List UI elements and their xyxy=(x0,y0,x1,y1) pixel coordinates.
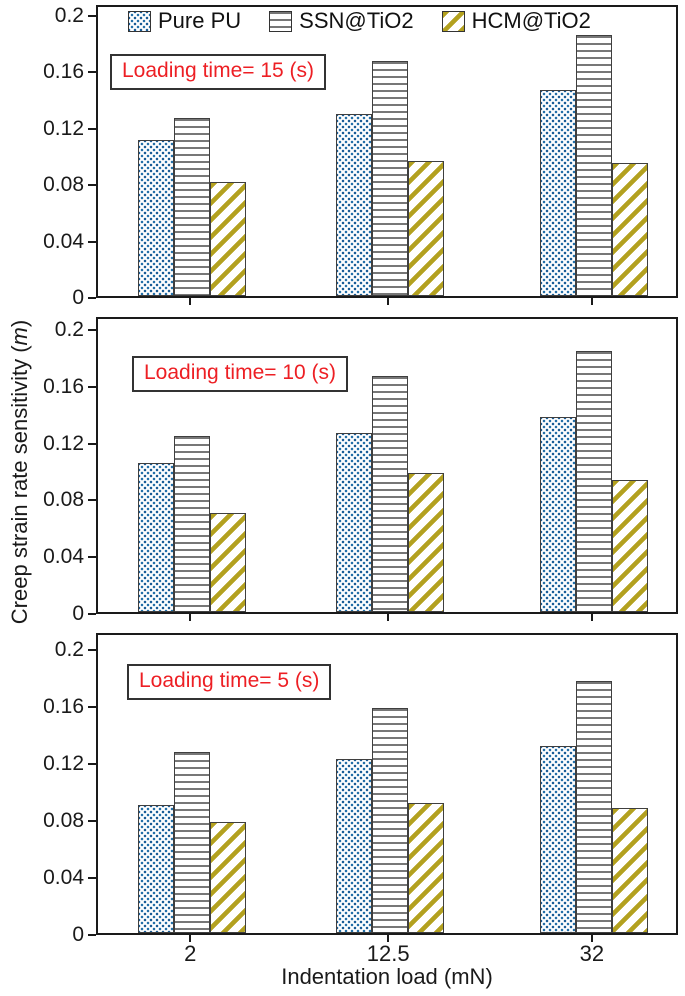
bar-pure-pu xyxy=(539,90,576,296)
bar-pure-pu xyxy=(539,417,576,612)
legend-label-ssn-tio2: SSN@TiO2 xyxy=(299,8,414,33)
y-tick xyxy=(88,820,96,822)
bar-hcm-tio2 xyxy=(408,803,445,933)
y-tick-label: 0.16 xyxy=(43,60,84,84)
bar-ssn-tio2 xyxy=(174,118,211,296)
x-tick xyxy=(189,298,192,305)
y-tick-label: 0.04 xyxy=(43,229,84,253)
bar-hcm-tio2 xyxy=(611,479,648,612)
panel-loading-time-15s xyxy=(96,5,678,298)
bar-ssn-tio2 xyxy=(575,350,612,612)
y-tick-label: 0.04 xyxy=(43,866,84,889)
bar-hcm-tio2 xyxy=(210,512,247,612)
annotation-loading-time-15s: Loading time= 15 (s) xyxy=(110,54,327,90)
y-tick xyxy=(88,763,96,765)
legend-label-hcm-tio2: HCM@TiO2 xyxy=(471,8,591,33)
bar-hcm-tio2 xyxy=(408,472,445,612)
x-axis-label: Indentation load (mN) xyxy=(281,964,493,989)
bar-hcm-tio2 xyxy=(611,163,648,296)
bar-pure-pu xyxy=(138,462,175,612)
y-tick-label: 0 xyxy=(72,286,84,309)
bar-hcm-tio2 xyxy=(408,160,445,296)
y-tick-label: 0 xyxy=(72,923,84,946)
y-tick-label: 0.2 xyxy=(54,638,84,661)
y-tick xyxy=(88,297,96,299)
y-tick xyxy=(88,329,96,331)
x-tick xyxy=(387,614,390,621)
y-tick xyxy=(88,706,96,708)
panel-loading-time-10s xyxy=(96,317,678,614)
bar-pure-pu xyxy=(336,114,373,296)
y-tick xyxy=(88,877,96,879)
bar-hcm-tio2 xyxy=(611,807,648,933)
y-tick-label: 0 xyxy=(72,602,84,625)
bar-hcm-tio2 xyxy=(210,181,247,296)
bar-ssn-tio2 xyxy=(174,435,211,612)
y-tick xyxy=(88,556,96,559)
y-tick xyxy=(88,499,96,502)
annotation-loading-time-10s: Loading time= 10 (s) xyxy=(132,356,349,392)
y-tick xyxy=(88,649,96,651)
hcm-tio2-swatch-icon xyxy=(441,10,465,32)
y-tick xyxy=(88,15,96,17)
pure-pu-swatch-icon xyxy=(128,10,151,32)
x-tick-label: 2 xyxy=(184,941,197,966)
annotation-loading-time-5s: Loading time= 5 (s) xyxy=(127,664,332,700)
bar-pure-pu xyxy=(138,139,175,296)
y-tick xyxy=(88,934,96,936)
bar-pure-pu xyxy=(138,804,175,933)
bar-ssn-tio2 xyxy=(174,752,211,933)
y-tick xyxy=(88,71,96,74)
x-tick xyxy=(590,298,593,305)
y-tick xyxy=(88,613,96,615)
x-tick xyxy=(590,935,593,942)
bar-ssn-tio2 xyxy=(372,707,409,933)
legend-item-pure-pu: Pure PU xyxy=(128,8,241,34)
bar-ssn-tio2 xyxy=(372,60,409,296)
legend-item-hcm-tio2: HCM@TiO2 xyxy=(441,8,591,34)
legend-label-pure-pu: Pure PU xyxy=(158,8,242,33)
y-tick-label: 0.16 xyxy=(43,374,84,398)
y-tick xyxy=(88,127,96,130)
y-tick-label: 0.04 xyxy=(43,545,84,569)
bar-hcm-tio2 xyxy=(210,821,247,933)
bar-ssn-tio2 xyxy=(372,376,409,612)
y-tick-label: 0.08 xyxy=(43,809,84,832)
legend-item-ssn-tio2: SSN@TiO2 xyxy=(269,8,414,34)
y-tick-label: 0.12 xyxy=(43,752,84,775)
y-tick-label: 0.08 xyxy=(43,488,84,512)
bar-ssn-tio2 xyxy=(575,680,612,933)
x-tick xyxy=(387,935,390,942)
bar-pure-pu xyxy=(539,746,576,933)
y-tick-label: 0.08 xyxy=(43,173,84,197)
y-tick-label: 0.12 xyxy=(43,431,84,455)
y-tick xyxy=(88,184,96,187)
x-tick-label: 32 xyxy=(579,941,605,966)
y-tick xyxy=(88,442,96,445)
y-tick xyxy=(88,385,96,388)
y-tick xyxy=(88,240,96,243)
y-tick-label: 0.12 xyxy=(43,116,84,140)
legend: Pure PU SSN@TiO2 HCM@TiO2 xyxy=(128,8,619,34)
y-tick-label: 0.2 xyxy=(54,4,84,27)
x-tick-label: 12.5 xyxy=(366,941,410,966)
y-axis-label: Creep strain rate sensitivity (m) xyxy=(7,320,33,624)
y-tick-label: 0.16 xyxy=(43,695,84,718)
x-tick xyxy=(189,614,192,621)
bar-ssn-tio2 xyxy=(575,35,612,296)
x-tick xyxy=(590,614,593,621)
bar-pure-pu xyxy=(336,433,373,612)
ssn-tio2-swatch-icon xyxy=(269,10,293,32)
bar-pure-pu xyxy=(336,759,373,933)
x-tick xyxy=(387,298,390,305)
x-tick xyxy=(189,935,192,942)
y-tick-label: 0.2 xyxy=(54,318,84,341)
